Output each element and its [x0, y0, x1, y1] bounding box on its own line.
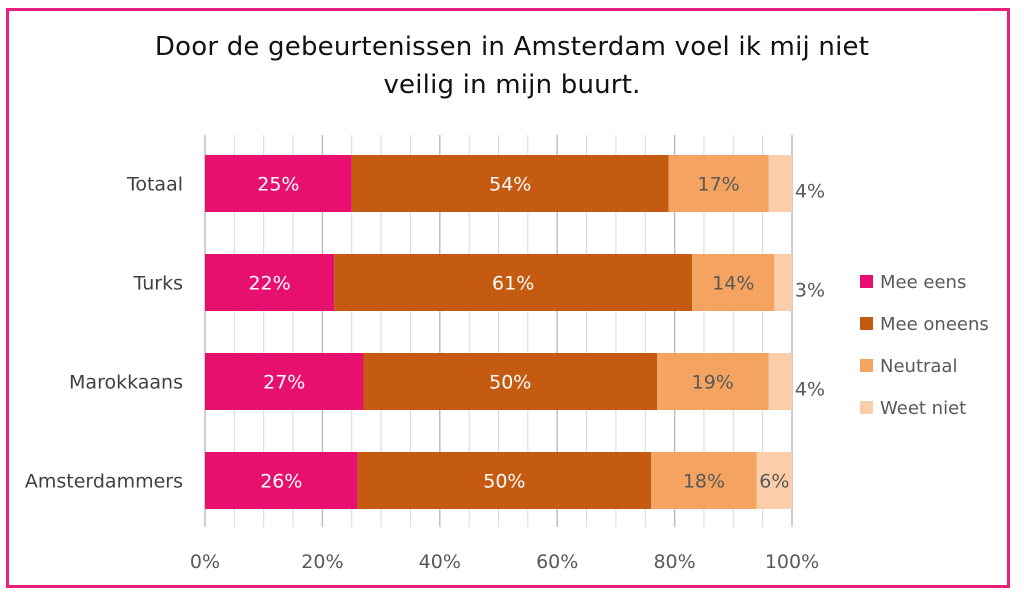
legend-swatch [860, 359, 873, 372]
category-label: Amsterdammers [25, 471, 183, 493]
bar-segment [651, 452, 757, 509]
bar-segment [205, 155, 352, 212]
data-label: 61% [492, 273, 534, 295]
bar-segment [692, 254, 775, 311]
data-label: 17% [698, 174, 740, 196]
bar-segment [768, 353, 792, 410]
bar-segment [756, 452, 792, 509]
data-label: 26% [260, 471, 302, 493]
legend-label: Mee eens [880, 272, 966, 293]
data-label: 50% [483, 471, 525, 493]
category-label: Marokkaans [69, 372, 183, 394]
category-label: Totaal [126, 174, 183, 196]
bar-segment [768, 155, 792, 212]
data-label: 6% [759, 471, 789, 493]
data-label: 50% [489, 372, 531, 394]
bar-segment [205, 452, 358, 509]
chart-title: Door de gebeurtenissen in Amsterdam voel… [0, 28, 1024, 104]
data-label: 22% [248, 273, 290, 295]
legend-swatch [860, 401, 873, 414]
data-label: 19% [692, 372, 734, 394]
legend-swatch [860, 317, 873, 330]
chart-title-line-2: veilig in mijn buurt. [383, 70, 641, 100]
data-label: 4% [795, 379, 825, 401]
bar-segment [205, 254, 335, 311]
data-label: 25% [257, 174, 299, 196]
x-tick-label: 80% [653, 551, 695, 573]
data-label: 14% [712, 273, 754, 295]
bar-segment [668, 155, 769, 212]
x-tick-label: 0% [190, 551, 220, 573]
x-tick-label: 100% [765, 551, 819, 573]
data-label: 4% [795, 181, 825, 203]
legend-swatch [860, 275, 873, 288]
data-label: 18% [683, 471, 725, 493]
bar-segment [351, 155, 669, 212]
bar-segment [656, 353, 769, 410]
data-label: 54% [489, 174, 531, 196]
legend-label: Weet niet [880, 398, 966, 419]
category-label: Turks [133, 273, 183, 295]
data-label: 27% [263, 372, 305, 394]
legend-label: Neutraal [880, 356, 957, 377]
chart-title-line-1: Door de gebeurtenissen in Amsterdam voel… [154, 32, 870, 62]
x-tick-label: 40% [419, 551, 461, 573]
bar-segment [205, 353, 364, 410]
bar-segment [357, 452, 652, 509]
legend-label: Mee oneens [880, 314, 989, 335]
bar-segment [334, 254, 693, 311]
data-label: 3% [795, 280, 825, 302]
x-tick-label: 60% [536, 551, 578, 573]
x-tick-label: 20% [301, 551, 343, 573]
bar-segment [774, 254, 792, 311]
bar-segment [363, 353, 657, 410]
